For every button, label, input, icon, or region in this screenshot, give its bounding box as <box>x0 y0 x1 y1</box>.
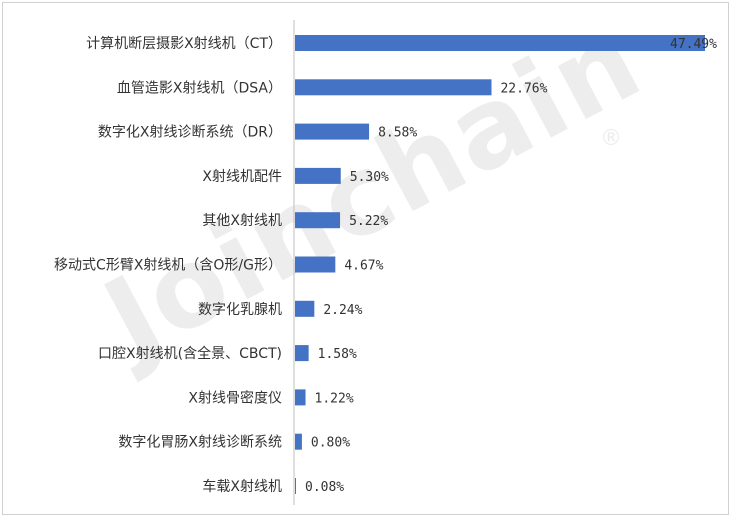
bar-0 <box>295 35 705 51</box>
value-label-7: 1.58% <box>318 347 357 362</box>
category-label-7: 口腔X射线机(含全景、CBCT) <box>98 345 282 362</box>
bar-4 <box>295 212 341 229</box>
value-label-2: 8.58% <box>378 126 417 141</box>
bar-8 <box>295 389 306 406</box>
category-label-9: 数字化胃肠X射线诊断系统 <box>118 435 282 451</box>
bar-7 <box>295 345 309 362</box>
category-label-5: 移动式C形臂X射线机（含O形/G形） <box>54 258 282 274</box>
value-label-3: 5.30% <box>350 170 389 185</box>
value-label-4: 5.22% <box>349 214 388 229</box>
category-label-6: 数字化乳腺机 <box>198 302 282 318</box>
value-label-6: 2.24% <box>323 303 362 318</box>
value-label-1: 22.76% <box>500 81 547 96</box>
bar-3 <box>295 167 341 184</box>
category-label-4: 其他X射线机 <box>202 213 282 229</box>
value-label-5: 4.67% <box>344 259 383 274</box>
value-label-9: 0.80% <box>311 436 350 451</box>
value-label-10: 0.08% <box>305 480 344 495</box>
bar-5 <box>295 256 336 273</box>
bar-2 <box>295 123 370 140</box>
bar-9 <box>295 433 302 450</box>
category-label-0: 计算机断层摄影X射线机（CT） <box>86 36 282 52</box>
bars-group <box>295 35 705 494</box>
category-label-3: X射线机配件 <box>202 169 282 185</box>
value-label-0: 47.49% <box>670 37 717 52</box>
value-label-8: 1.22% <box>315 391 354 406</box>
category-label-8: X射线骨密度仪 <box>188 389 282 406</box>
category-label-2: 数字化X射线诊断系统（DR） <box>98 125 282 141</box>
category-label-1: 血管造影X射线机（DSA） <box>117 80 282 96</box>
bar-10 <box>295 478 296 494</box>
bar-1 <box>295 79 492 96</box>
category-labels-group: 计算机断层摄影X射线机（CT） 血管造影X射线机（DSA） 数字化X射线诊断系统（D… <box>54 36 282 495</box>
bar-6 <box>295 300 315 317</box>
category-label-10: 车载X射线机 <box>202 478 282 495</box>
value-labels-group: 47.49% 22.76% 8.58% 5.30% 5.22% 4.67% 2.24% 1.5… <box>305 37 717 495</box>
